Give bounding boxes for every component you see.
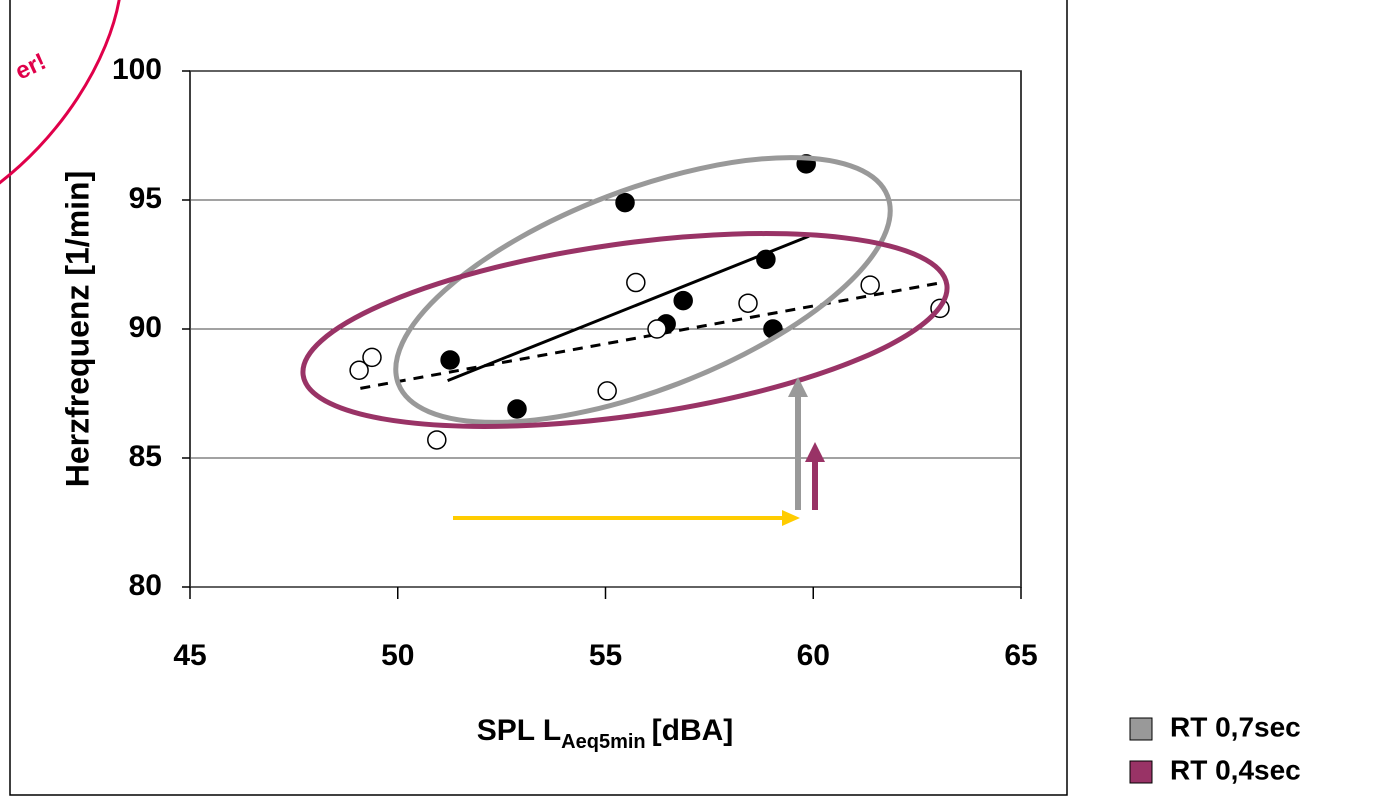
data-point — [647, 319, 667, 339]
legend-label: RT 0,4sec — [1170, 754, 1301, 785]
x-tick-label: 50 — [381, 639, 414, 672]
chart-frame — [9, 0, 1068, 796]
x-label-sub: Aeq5min — [561, 731, 645, 753]
legend-label: RT 0,7sec — [1170, 711, 1301, 742]
y-tick-label: 80 — [129, 569, 162, 602]
y-tick-label: 100 — [112, 53, 162, 86]
data-point — [349, 360, 369, 381]
y-axis-label: Herzfrequenz [1/min] — [59, 171, 95, 487]
x-tick-label: 65 — [1004, 639, 1037, 672]
x-tick-label: 45 — [173, 639, 206, 672]
data-point — [440, 350, 460, 370]
data-point — [756, 249, 776, 270]
arrow-head — [788, 377, 808, 397]
data-point — [427, 430, 447, 450]
legend-swatch — [1129, 717, 1153, 741]
y-tick-label: 85 — [129, 440, 162, 473]
annotation-ellipse — [300, 231, 950, 429]
data-point — [362, 347, 382, 368]
arrow-head — [782, 510, 800, 526]
plot-area: 80 85 90 95 100 45 50 55 60 65 — [112, 53, 1038, 672]
data-point — [860, 275, 880, 295]
stamp-arc — [0, 0, 121, 185]
x-label-main: SPL L — [477, 714, 561, 747]
y-tick-label: 95 — [129, 182, 162, 215]
data-point — [738, 293, 758, 313]
data-point — [615, 192, 635, 213]
arrow-head — [805, 442, 825, 462]
x-axis-label: SPL LAeq5min [dBA] — [477, 714, 734, 753]
legend-swatch — [1129, 760, 1153, 784]
y-tick-label: 90 — [129, 311, 162, 344]
x-label-unit: [dBA] — [652, 714, 734, 747]
x-tick-label: 55 — [589, 639, 622, 672]
legend: RT 0,7sec RT 0,4sec — [1129, 711, 1301, 785]
data-point — [597, 381, 617, 401]
data-point — [673, 290, 693, 311]
trend-line — [447, 234, 810, 382]
data-point — [507, 399, 527, 419]
data-point — [626, 272, 646, 293]
annotation-ellipse — [393, 155, 893, 425]
x-tick-label: 60 — [797, 639, 830, 672]
